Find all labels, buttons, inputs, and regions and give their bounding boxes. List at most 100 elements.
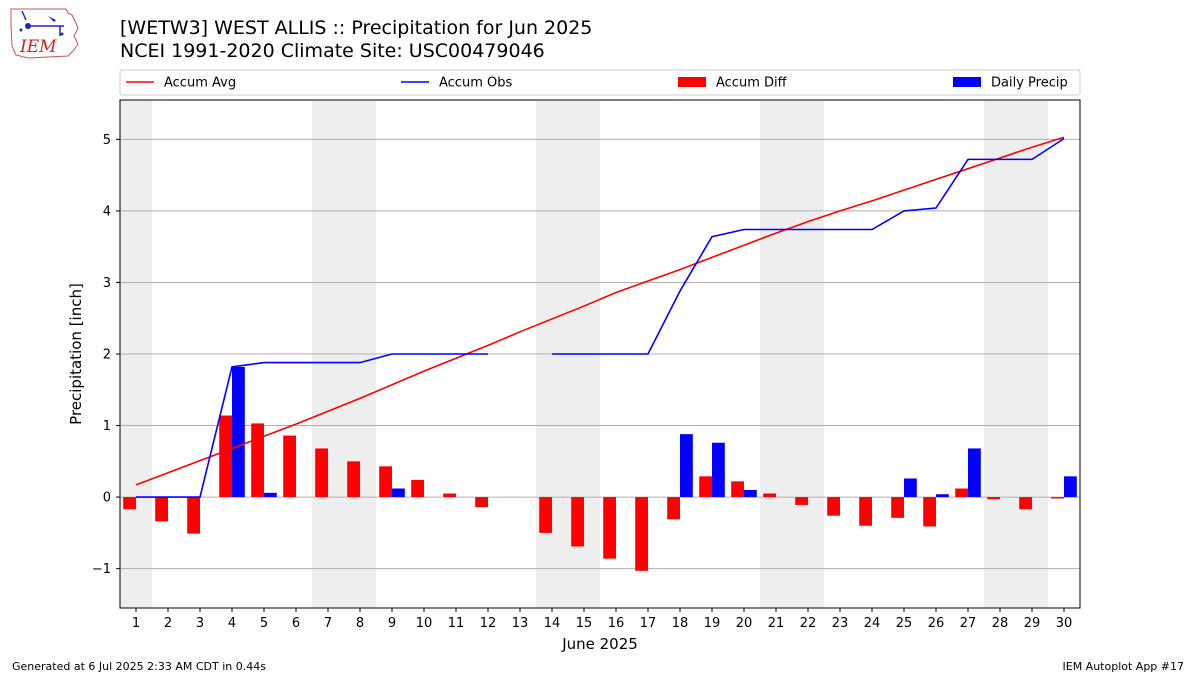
accum-diff-bar bbox=[635, 497, 648, 571]
daily-precip-bar bbox=[712, 442, 725, 498]
x-tick-label: 17 bbox=[640, 616, 657, 631]
daily-precip-bar bbox=[904, 478, 917, 498]
x-tick-label: 18 bbox=[672, 616, 689, 631]
x-tick-label: 13 bbox=[512, 616, 529, 631]
chart-subtitle: NCEI 1991-2020 Climate Site: USC00479046 bbox=[120, 40, 545, 62]
accum-diff-bar bbox=[315, 448, 328, 498]
x-tick-label: 4 bbox=[228, 616, 236, 631]
accum-diff-bar bbox=[379, 466, 392, 498]
daily-precip-bar bbox=[936, 494, 949, 498]
accum-diff-bar bbox=[347, 461, 360, 498]
accum-avg-line bbox=[135, 136, 1065, 486]
y-tick-label: −1 bbox=[92, 562, 111, 577]
x-tick-label: 22 bbox=[800, 616, 817, 631]
y-tick-label: 0 bbox=[103, 491, 111, 506]
x-tick-label: 23 bbox=[832, 616, 849, 631]
accum-obs-line bbox=[552, 137, 1065, 355]
legend: Accum Avg Accum Obs Accum Diff Daily Precip bbox=[119, 69, 1081, 96]
accum-diff-bar bbox=[795, 497, 808, 505]
x-tick-label: 9 bbox=[388, 616, 396, 631]
x-tick-label: 3 bbox=[196, 616, 204, 631]
x-tick-label: 26 bbox=[928, 616, 945, 631]
accum-diff-bar bbox=[123, 497, 136, 510]
accum-diff-bar bbox=[763, 493, 776, 498]
daily-precip-bar bbox=[392, 488, 405, 498]
daily-precip-bar bbox=[264, 492, 277, 498]
accum-diff-bar bbox=[411, 479, 424, 498]
logo-text: IEM bbox=[19, 37, 57, 57]
accum-diff-bar bbox=[731, 481, 744, 498]
accum-diff-bar bbox=[1051, 497, 1064, 499]
accum-diff-bar bbox=[251, 423, 264, 498]
x-tick-label: 11 bbox=[448, 616, 465, 631]
accum-diff-bar bbox=[603, 497, 616, 559]
accum-diff-bar bbox=[443, 493, 456, 498]
x-tick-label: 24 bbox=[864, 616, 881, 631]
weather-station-icon bbox=[19, 10, 64, 36]
x-axis-label: June 2025 bbox=[561, 635, 638, 653]
y-tick-label: 1 bbox=[103, 419, 111, 434]
x-tick-label: 14 bbox=[544, 616, 561, 631]
x-axis-ticks: 1 2 3 4 5 6 7 8 9 10 11 12 13 14 15 16 17 18 19 20 21 22 23 24 2… bbox=[132, 608, 1072, 631]
accum-diff-bar bbox=[571, 497, 584, 547]
accum-diff-bar bbox=[475, 497, 488, 508]
legend-label: Accum Obs bbox=[439, 76, 512, 91]
legend-frame bbox=[119, 69, 1081, 96]
accum-diff-bar bbox=[1019, 497, 1032, 510]
legend-swatch-bar bbox=[953, 77, 981, 87]
x-tick-label: 27 bbox=[960, 616, 977, 631]
y-tick-label: 4 bbox=[103, 204, 111, 219]
accum-diff-bar bbox=[187, 497, 200, 534]
y-tick-label: 3 bbox=[103, 276, 111, 291]
x-tick-label: 7 bbox=[324, 616, 332, 631]
generated-timestamp: Generated at 6 Jul 2025 2:33 AM CDT in 0… bbox=[12, 660, 266, 673]
accum-diff-bar bbox=[667, 497, 680, 520]
iem-logo: IEM bbox=[10, 8, 79, 59]
accum-diff-bar bbox=[283, 435, 296, 498]
x-tick-label: 10 bbox=[416, 616, 433, 631]
y-tick-label: 2 bbox=[103, 348, 111, 363]
line-series bbox=[135, 136, 1065, 498]
x-tick-label: 2 bbox=[164, 616, 172, 631]
y-tick-label: 5 bbox=[103, 133, 111, 148]
x-tick-label: 16 bbox=[608, 616, 625, 631]
x-tick-label: 6 bbox=[292, 616, 300, 631]
accum-diff-bar bbox=[923, 497, 936, 527]
accum-diff-bar bbox=[987, 497, 1000, 500]
x-tick-label: 25 bbox=[896, 616, 913, 631]
accum-diff-bar bbox=[955, 488, 968, 498]
x-tick-label: 30 bbox=[1056, 616, 1073, 631]
x-tick-label: 20 bbox=[736, 616, 753, 631]
accum-diff-bar bbox=[891, 497, 904, 518]
accum-diff-bar bbox=[539, 497, 552, 533]
daily-precip-bar bbox=[232, 366, 245, 498]
accum-diff-bar bbox=[219, 415, 232, 498]
accum-diff-bar bbox=[155, 497, 168, 522]
accum-diff-bar bbox=[699, 476, 712, 498]
legend-label: Accum Avg bbox=[164, 76, 236, 91]
x-tick-label: 29 bbox=[1024, 616, 1041, 631]
daily-precip-bar bbox=[680, 434, 693, 498]
legend-label: Accum Diff bbox=[716, 76, 788, 91]
legend-label: Daily Precip bbox=[991, 76, 1068, 91]
daily-precip-bar bbox=[968, 448, 981, 498]
x-tick-label: 15 bbox=[576, 616, 593, 631]
daily-precip-bar bbox=[1064, 476, 1077, 498]
x-tick-label: 12 bbox=[480, 616, 497, 631]
daily-precip-bar bbox=[744, 489, 757, 498]
x-tick-label: 8 bbox=[356, 616, 364, 631]
y-axis-ticks: −1 0 1 2 3 4 5 bbox=[92, 133, 120, 577]
x-tick-label: 28 bbox=[992, 616, 1009, 631]
legend-swatch-bar bbox=[678, 77, 706, 87]
chart-title: [WETW3] WEST ALLIS :: Precipitation for … bbox=[120, 17, 593, 39]
x-tick-label: 21 bbox=[768, 616, 785, 631]
accum-obs-line bbox=[136, 353, 488, 498]
x-tick-label: 19 bbox=[704, 616, 721, 631]
x-tick-label: 1 bbox=[132, 616, 140, 631]
x-tick-label: 5 bbox=[260, 616, 268, 631]
app-credit: IEM Autoplot App #17 bbox=[1062, 660, 1185, 673]
bar-series bbox=[123, 366, 1077, 571]
grid-lines bbox=[120, 138, 1080, 570]
y-axis-label: Precipitation [inch] bbox=[67, 283, 85, 425]
